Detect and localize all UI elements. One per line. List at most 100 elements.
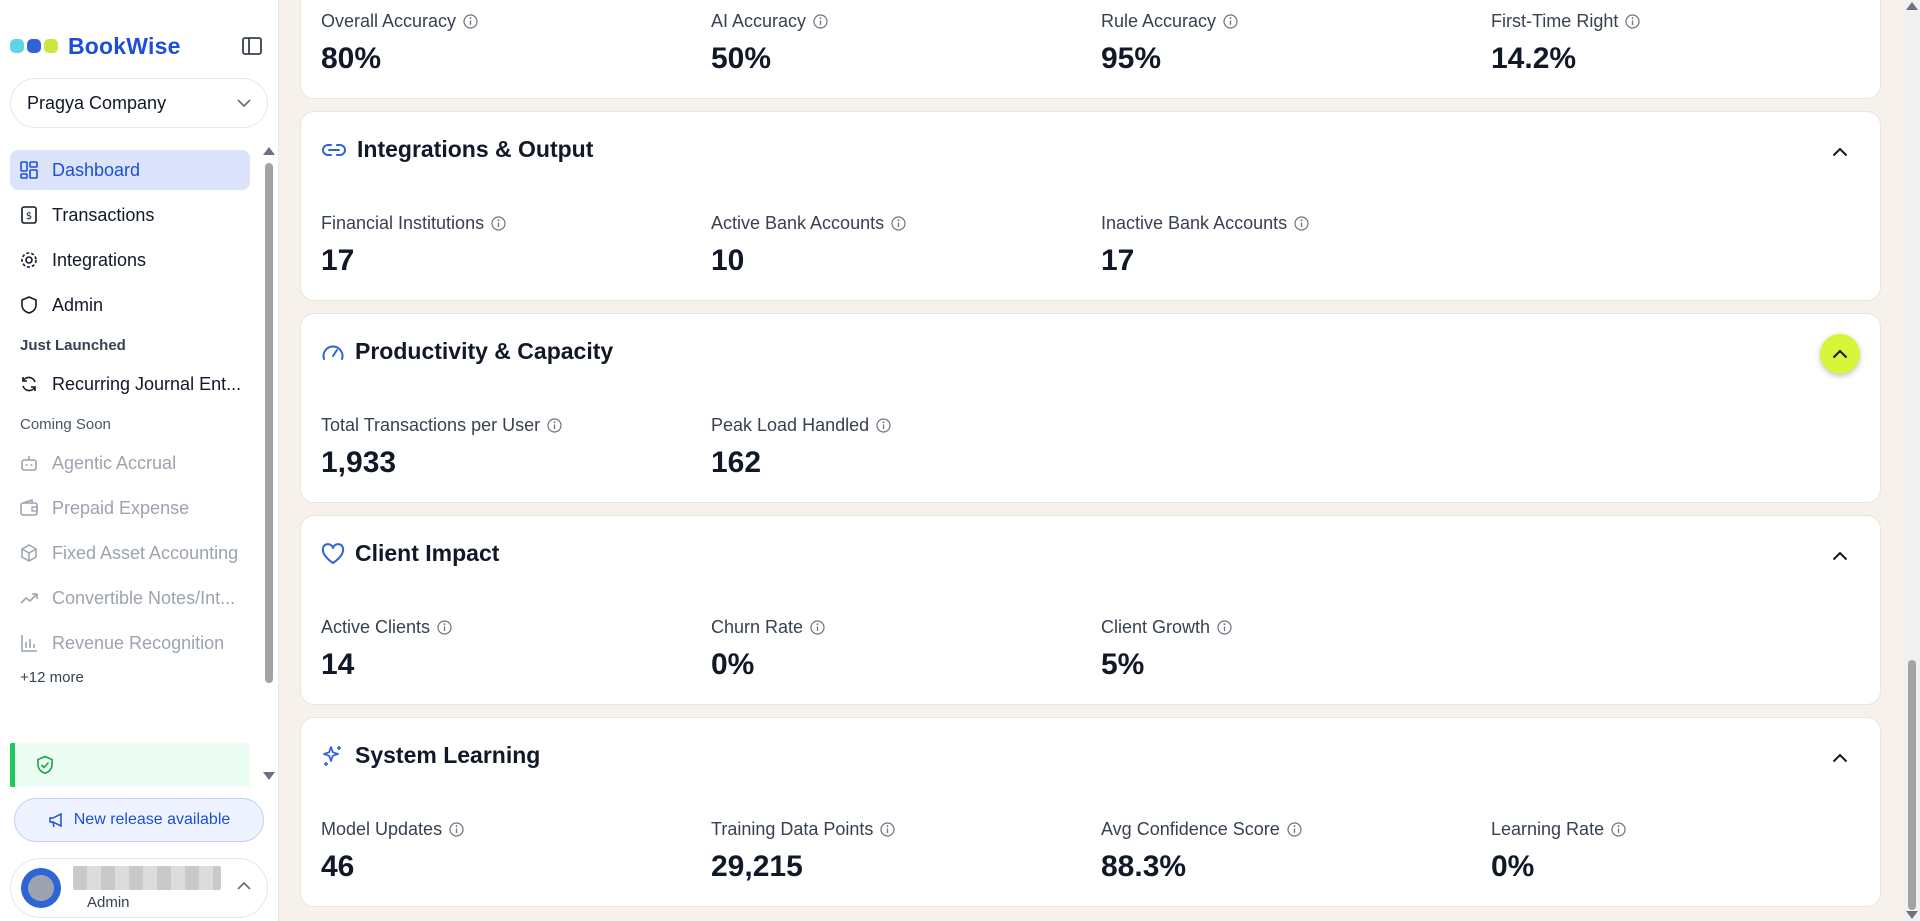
metric-value: 50% bbox=[711, 42, 772, 75]
info-icon[interactable] bbox=[1611, 822, 1626, 837]
sidebar-item-convertible-notes[interactable]: Convertible Notes/Int... bbox=[10, 578, 250, 618]
metric-inactive-bank-accounts: Inactive Bank Accounts 17 bbox=[1101, 213, 1309, 278]
sidebar-item-transactions[interactable]: $ Transactions bbox=[10, 195, 250, 235]
metric-label: Model Updates bbox=[321, 819, 443, 839]
company-name: Pragya Company bbox=[27, 92, 167, 113]
metric-value: 17 bbox=[321, 244, 355, 277]
collapse-button[interactable] bbox=[1820, 334, 1860, 374]
info-icon[interactable] bbox=[810, 620, 825, 635]
sidebar-toggle-icon[interactable] bbox=[240, 34, 264, 58]
metric-label: Peak Load Handled bbox=[711, 415, 870, 435]
user-role: Admin bbox=[87, 893, 130, 911]
company-selector[interactable]: Pragya Company bbox=[10, 78, 268, 128]
main-scrollbar[interactable] bbox=[1904, 0, 1920, 921]
info-icon[interactable] bbox=[891, 216, 906, 231]
info-icon[interactable] bbox=[1625, 14, 1640, 29]
sidebar-item-label: Revenue Recognition bbox=[52, 632, 225, 653]
info-icon[interactable] bbox=[437, 620, 452, 635]
metric-label: First-Time Right bbox=[1491, 11, 1619, 31]
chevron-up-icon bbox=[1832, 349, 1848, 359]
metric-label: Avg Confidence Score bbox=[1101, 819, 1280, 839]
sidebar-item-label: Recurring Journal Ent... bbox=[52, 373, 242, 394]
security-notice[interactable] bbox=[10, 743, 250, 787]
info-icon[interactable] bbox=[813, 14, 828, 29]
info-icon[interactable] bbox=[880, 822, 896, 837]
info-icon[interactable] bbox=[1217, 620, 1232, 635]
metric-value: 14.2% bbox=[1491, 42, 1577, 75]
brand-name: BookWise bbox=[68, 32, 181, 59]
metric-label: Churn Rate bbox=[711, 617, 804, 637]
metric-value: 0% bbox=[711, 648, 755, 681]
metric-financial-institutions: Financial Institutions 17 bbox=[321, 213, 506, 278]
metric-active-clients: Active Clients 14 bbox=[321, 617, 452, 682]
just-launched-heading: Just Launched bbox=[20, 337, 126, 354]
shield-check-icon bbox=[37, 755, 53, 775]
metric-value: 80% bbox=[321, 42, 382, 75]
chevron-up-icon bbox=[237, 881, 251, 890]
metric-label: Client Growth bbox=[1101, 617, 1211, 637]
metric-label: Total Transactions per User bbox=[321, 415, 541, 435]
card-title: System Learning bbox=[355, 742, 541, 768]
metric-label: Learning Rate bbox=[1491, 819, 1605, 839]
metric-value: 5% bbox=[1101, 648, 1145, 681]
sidebar-item-admin[interactable]: Admin bbox=[10, 285, 250, 325]
sidebar-item-label: Convertible Notes/Int... bbox=[52, 587, 236, 608]
metric-value: 29,215 bbox=[711, 850, 803, 883]
metric-label: Active Bank Accounts bbox=[711, 213, 885, 233]
brand-logo bbox=[10, 39, 58, 53]
metric-value: 0% bbox=[1491, 850, 1535, 883]
info-icon[interactable] bbox=[876, 418, 891, 433]
collapse-button[interactable] bbox=[1820, 738, 1860, 778]
metric-ai-accuracy: AI Accuracy 50% bbox=[711, 11, 828, 76]
user-name-redacted bbox=[73, 865, 221, 890]
more-link[interactable]: +12 more bbox=[20, 669, 84, 686]
sidebar-item-revenue-recognition[interactable]: Revenue Recognition bbox=[10, 623, 250, 663]
info-icon[interactable] bbox=[491, 216, 506, 231]
info-icon[interactable] bbox=[547, 418, 562, 433]
metric-label: Inactive Bank Accounts bbox=[1101, 213, 1288, 233]
sidebar-item-prepaid-expense[interactable]: Prepaid Expense bbox=[10, 488, 250, 528]
coming-soon-heading: Coming Soon bbox=[20, 416, 111, 433]
metric-avg-confidence-score: Avg Confidence Score 88.3% bbox=[1101, 819, 1302, 884]
sidebar-item-dashboard[interactable]: Dashboard bbox=[10, 150, 250, 190]
sidebar-item-integrations[interactable]: Integrations bbox=[10, 240, 250, 280]
metric-label: Financial Institutions bbox=[321, 213, 485, 233]
sidebar-item-fixed-asset[interactable]: Fixed Asset Accounting bbox=[10, 533, 250, 573]
brand[interactable]: BookWise bbox=[10, 30, 181, 62]
receipt-icon: $ bbox=[21, 206, 37, 224]
sidebar-item-agentic-accrual[interactable]: Agentic Accrual bbox=[10, 443, 250, 483]
metric-first-time-right: First-Time Right 14.2% bbox=[1491, 11, 1640, 76]
trending-up-icon bbox=[20, 593, 38, 604]
chevron-up-icon bbox=[1832, 551, 1848, 561]
info-icon[interactable] bbox=[449, 822, 464, 837]
client-impact-card: Client Impact Active Clients 14 Churn Ra… bbox=[300, 515, 1881, 705]
new-release-button[interactable]: New release available bbox=[14, 798, 264, 842]
new-release-label: New release available bbox=[73, 811, 231, 828]
sidebar-item-recurring-journal[interactable]: Recurring Journal Ent... bbox=[10, 364, 250, 404]
card-title: Integrations & Output bbox=[357, 136, 594, 162]
gear-icon bbox=[21, 252, 37, 268]
megaphone-icon bbox=[48, 812, 62, 828]
sidebar-item-label: Fixed Asset Accounting bbox=[52, 542, 239, 563]
productivity-card: Productivity & Capacity Total Transactio… bbox=[300, 313, 1881, 503]
metric-label: Training Data Points bbox=[711, 819, 874, 839]
collapse-button[interactable] bbox=[1820, 536, 1860, 576]
metric-overall-accuracy: Overall Accuracy 80% bbox=[321, 11, 478, 76]
info-icon[interactable] bbox=[1287, 822, 1302, 837]
shield-icon bbox=[21, 296, 37, 314]
info-icon[interactable] bbox=[1294, 216, 1309, 231]
metric-label: AI Accuracy bbox=[711, 11, 807, 31]
link-icon bbox=[322, 143, 346, 156]
sidebar: BookWise Pragya Company Dashboard $ Tran… bbox=[0, 0, 279, 921]
sidebar-scrollbar[interactable] bbox=[263, 145, 275, 780]
sidebar-item-label: Dashboard bbox=[52, 159, 141, 180]
chevron-down-icon bbox=[237, 98, 251, 107]
user-menu[interactable]: Admin bbox=[10, 858, 268, 918]
metric-total-transactions-per-user: Total Transactions per User 1,933 bbox=[321, 415, 562, 480]
info-icon[interactable] bbox=[463, 14, 478, 29]
info-icon[interactable] bbox=[1223, 14, 1238, 29]
collapse-button[interactable] bbox=[1820, 132, 1860, 172]
metric-value: 17 bbox=[1101, 244, 1135, 277]
metric-value: 88.3% bbox=[1101, 850, 1187, 883]
gauge-icon bbox=[322, 345, 344, 360]
